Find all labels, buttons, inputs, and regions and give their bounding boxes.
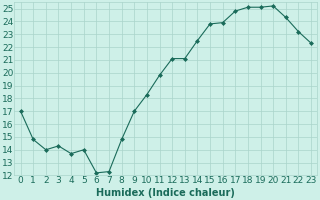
X-axis label: Humidex (Indice chaleur): Humidex (Indice chaleur) <box>96 188 235 198</box>
